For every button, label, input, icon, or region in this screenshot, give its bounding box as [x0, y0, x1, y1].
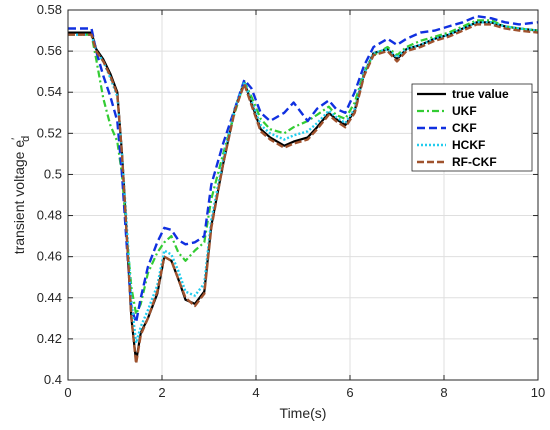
y-axis-label-prime: ′	[10, 138, 22, 140]
legend-label: RF-CKF	[452, 155, 497, 169]
x-axis-label: Time(s)	[280, 405, 327, 421]
series-line-ckf	[68, 15, 538, 324]
y-tick-label: 0.58	[37, 2, 62, 17]
y-tick-label: 0.54	[37, 84, 62, 99]
y-tick-label: 0.48	[37, 208, 62, 223]
legend-label: true value	[452, 87, 509, 101]
axis-ticks	[67, 9, 539, 381]
y-tick-label: 0.4	[44, 372, 62, 387]
x-tick-label: 8	[440, 385, 447, 400]
y-tick-label: 0.56	[37, 43, 62, 58]
y-tick-label: 0.44	[37, 290, 62, 305]
x-tick-label: 2	[158, 385, 165, 400]
axes-frame	[67, 9, 539, 381]
y-axis-label-main: transient voltage e	[11, 140, 27, 255]
legend-label: CKF	[452, 121, 477, 135]
x-tick-label: 4	[252, 385, 259, 400]
x-tick-labels: 0 2 4 6 8 10	[64, 385, 545, 400]
y-tick-label: 0.52	[37, 125, 62, 140]
y-axis-label: transient voltage e′d	[10, 136, 32, 255]
x-tick-label: 6	[346, 385, 353, 400]
legend-label: HCKF	[452, 138, 485, 152]
series-line-rf-ckf	[68, 23, 538, 365]
series-layer	[68, 15, 538, 365]
y-tick-label: 0.46	[37, 249, 62, 264]
y-tick-label: 0.42	[37, 331, 62, 346]
legend-label: UKF	[452, 104, 477, 118]
y-tick-label: 0.5	[44, 166, 62, 181]
x-tick-label: 10	[531, 385, 545, 400]
y-axis-label-subscript: d	[20, 136, 32, 142]
plot-area	[68, 15, 538, 365]
legend: true value UKF CKF HCKF RF-CKF	[411, 83, 533, 172]
x-tick-label: 0	[64, 385, 71, 400]
y-tick-labels: 0.4 0.42 0.44 0.46 0.48 0.5 0.52 0.54 0.56 0.58	[37, 2, 62, 387]
